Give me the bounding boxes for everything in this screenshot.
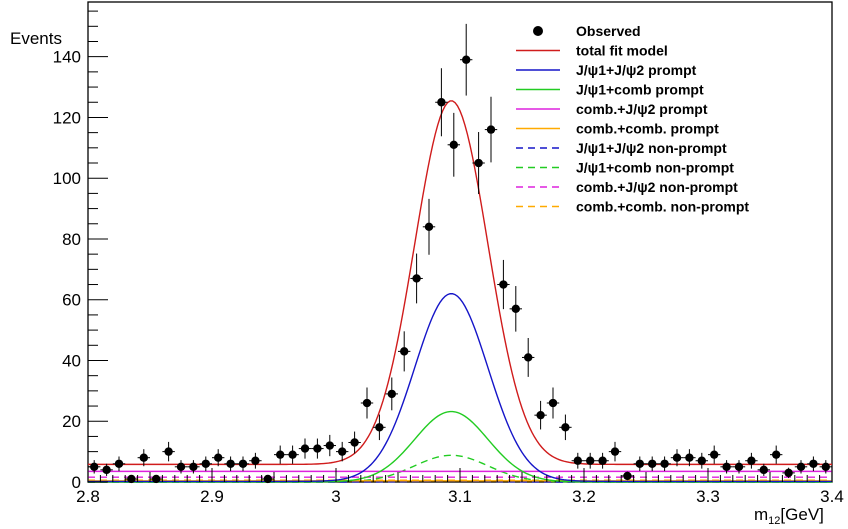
data-point [152, 474, 161, 484]
data-point [400, 347, 409, 356]
legend-label-0: total fit model [576, 43, 668, 59]
data-point [784, 468, 793, 478]
data-point [821, 462, 830, 472]
legend-label-4: comb.+comb. prompt [576, 121, 719, 137]
data-point [449, 140, 458, 149]
data-point [102, 465, 111, 475]
data-point [598, 456, 607, 465]
data-point [747, 456, 756, 465]
data-point [672, 453, 682, 462]
x-tick-label: 2.8 [76, 487, 100, 506]
y-tick-label: 0 [72, 473, 81, 492]
y-tick-label: 60 [62, 291, 81, 310]
plot-frame [87, 1, 833, 483]
y-tick-label: 80 [62, 230, 81, 249]
data-point [511, 304, 520, 314]
data-point [387, 389, 396, 399]
data-point [338, 447, 347, 456]
data-point [648, 459, 657, 468]
y-tick-label: 140 [53, 48, 81, 67]
x-tick-label: 3.4 [820, 487, 844, 506]
data-point [350, 438, 359, 447]
data-point [437, 98, 446, 107]
legend-label-3: comb.+J/ψ2 prompt [576, 101, 708, 117]
x-tick-label: 3 [331, 487, 340, 506]
data-point [139, 453, 148, 462]
data-point [474, 158, 483, 168]
legend-label-2: J/ψ1+comb prompt [576, 82, 704, 98]
data-point [226, 459, 235, 468]
y-tick-label: 40 [62, 351, 81, 370]
data-point [300, 444, 310, 453]
legend-label-8: comb.+comb. non-prompt [576, 199, 749, 215]
data-point [325, 441, 334, 450]
y-axis-title: Events [10, 29, 62, 48]
legend-label-1: J/ψ1+J/ψ2 prompt [576, 62, 697, 78]
data-point [486, 125, 496, 134]
legend-label-7: comb.+J/ψ2 non-prompt [576, 179, 738, 195]
data-point [263, 474, 272, 484]
data-point [561, 423, 570, 432]
x-tick-label: 3.2 [572, 487, 596, 506]
legend-label-6: J/ψ1+comb non-prompt [576, 160, 734, 176]
data-point [127, 474, 136, 484]
data-point [536, 410, 545, 420]
data-point [623, 471, 632, 481]
y-tick-label: 120 [53, 108, 81, 127]
data-point [697, 456, 706, 465]
y-tick-label: 20 [62, 412, 81, 431]
data-point [610, 447, 620, 456]
fit-curve-0 [88, 100, 832, 466]
x-axis-title-unit: [GeV] [780, 505, 823, 524]
data-point [586, 456, 595, 465]
data-point [201, 459, 210, 468]
data-point [362, 398, 372, 408]
data-point [660, 459, 669, 468]
data-point [759, 465, 768, 475]
x-axis-title-sub: 12 [768, 515, 780, 527]
data-point [164, 447, 173, 456]
fit-curves [88, 100, 832, 483]
data-point [313, 444, 322, 453]
legend-label-observed: Observed [576, 23, 641, 39]
data-point [462, 55, 471, 64]
fit-curve-1 [88, 293, 832, 483]
y-axis: 0 20 40 60 80 100 120 140 [53, 10, 108, 492]
data-point [573, 456, 582, 465]
data-point [412, 274, 421, 283]
x-tick-label: 3.3 [696, 487, 720, 506]
legend: Observed total fit model J/ψ1+J/ψ2 prompt J… [516, 23, 749, 215]
data-point [796, 462, 806, 472]
data-point [548, 398, 558, 408]
data-point [214, 453, 223, 462]
data-point [734, 462, 744, 472]
data-point [189, 462, 198, 472]
data-point [635, 459, 644, 468]
data-point [176, 462, 186, 472]
observed-points [88, 23, 832, 484]
data-point [424, 222, 434, 232]
data-point [685, 453, 694, 462]
data-point [499, 280, 508, 289]
data-point [238, 459, 248, 468]
legend-marker-observed [533, 26, 543, 36]
data-point [772, 450, 781, 459]
data-point [251, 456, 260, 465]
x-tick-label: 3.1 [448, 487, 472, 506]
data-point [288, 450, 297, 459]
data-point [114, 459, 124, 468]
data-point [722, 462, 731, 472]
x-axis-title-main: m [754, 505, 768, 524]
data-point [809, 459, 818, 468]
data-point [276, 450, 285, 459]
data-point [375, 423, 384, 432]
y-tick-label: 100 [53, 169, 81, 188]
legend-label-5: J/ψ1+J/ψ2 non-prompt [576, 140, 727, 156]
data-point [710, 450, 719, 459]
x-axis: 2.8 2.9 3 3.1 3.2 3.3 3.4 [76, 468, 844, 506]
x-tick-label: 2.9 [200, 487, 224, 506]
x-axis-title: m12[GeV] [754, 505, 824, 527]
data-point [524, 353, 533, 362]
